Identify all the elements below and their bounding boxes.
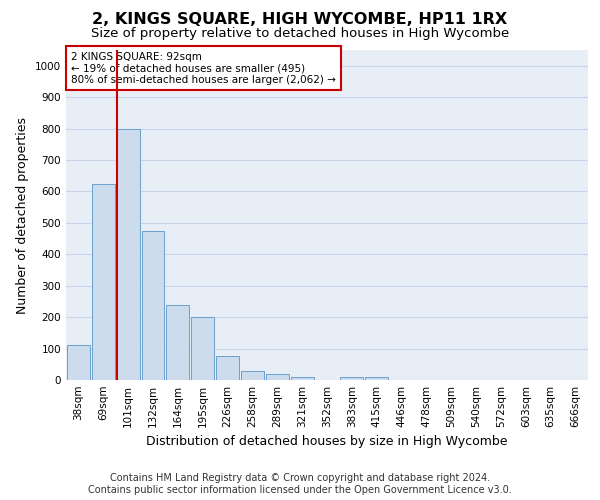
Bar bbox=[340, 377, 363, 380]
Bar bbox=[67, 346, 90, 380]
Bar bbox=[291, 377, 314, 380]
Bar bbox=[92, 184, 115, 380]
Bar bbox=[142, 230, 164, 380]
Text: 2, KINGS SQUARE, HIGH WYCOMBE, HP11 1RX: 2, KINGS SQUARE, HIGH WYCOMBE, HP11 1RX bbox=[92, 12, 508, 28]
Bar bbox=[166, 304, 189, 380]
Y-axis label: Number of detached properties: Number of detached properties bbox=[16, 116, 29, 314]
Bar bbox=[241, 370, 264, 380]
Text: Contains HM Land Registry data © Crown copyright and database right 2024.
Contai: Contains HM Land Registry data © Crown c… bbox=[88, 474, 512, 495]
Text: 2 KINGS SQUARE: 92sqm
← 19% of detached houses are smaller (495)
80% of semi-det: 2 KINGS SQUARE: 92sqm ← 19% of detached … bbox=[71, 52, 336, 85]
X-axis label: Distribution of detached houses by size in High Wycombe: Distribution of detached houses by size … bbox=[146, 436, 508, 448]
Text: Size of property relative to detached houses in High Wycombe: Size of property relative to detached ho… bbox=[91, 28, 509, 40]
Bar bbox=[365, 377, 388, 380]
Bar bbox=[266, 374, 289, 380]
Bar bbox=[117, 128, 140, 380]
Bar bbox=[191, 317, 214, 380]
Bar bbox=[216, 356, 239, 380]
